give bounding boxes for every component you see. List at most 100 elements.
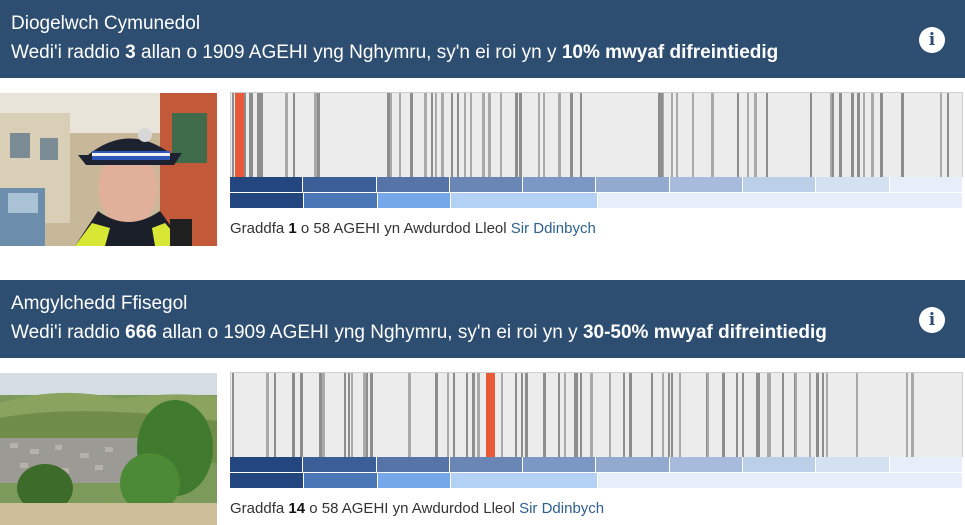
quintile-scale-row xyxy=(230,473,963,488)
lsoa-rank-tick xyxy=(623,373,625,457)
lsoa-rank-tick xyxy=(580,373,582,457)
lsoa-rank-tick xyxy=(947,93,949,177)
lsoa-rank-tick xyxy=(754,93,757,177)
lsoa-rank-tick xyxy=(671,373,673,457)
lsoa-rank-tick xyxy=(488,93,491,177)
decile-swatch xyxy=(669,457,744,472)
selected-lsoa-marker xyxy=(235,93,244,177)
decile-swatch xyxy=(889,457,963,472)
lsoa-rank-tick xyxy=(742,373,744,457)
lsoa-rank-tick xyxy=(543,93,545,177)
lsoa-rank-tick xyxy=(319,373,322,457)
decile-scale-row xyxy=(230,457,963,472)
lsoa-rank-tick xyxy=(782,373,784,457)
lsoa-rank-tick xyxy=(658,93,661,177)
lsoa-rank-tick xyxy=(767,373,770,457)
section-subtitle: Wedi'i raddio 666 allan o 1909 AGEHI yng… xyxy=(11,322,827,343)
lsoa-rank-tick xyxy=(399,93,401,177)
lsoa-rank-tick xyxy=(477,373,480,457)
lsoa-rank-tick xyxy=(543,373,546,457)
lsoa-rank-tick xyxy=(851,93,854,177)
lsoa-rank-tick xyxy=(501,373,503,457)
lsoa-rank-tick xyxy=(249,93,252,177)
lsoa-rank-tick xyxy=(453,373,455,457)
lsoa-rank-tick xyxy=(679,373,681,457)
decile-swatch xyxy=(376,177,450,192)
rank-strip-svg xyxy=(231,373,962,457)
local-authority-link[interactable]: Sir Ddinbych xyxy=(519,500,605,517)
lsoa-rank-tick xyxy=(472,373,475,457)
lsoa-rank-tick xyxy=(707,373,709,457)
lsoa-rank-tick xyxy=(671,93,673,177)
lsoa-rank-tick xyxy=(756,373,759,457)
quintile-swatch xyxy=(230,193,304,208)
lsoa-rank-tick xyxy=(447,373,449,457)
lsoa-rank-tick xyxy=(832,93,834,177)
quintile-swatch xyxy=(303,473,378,488)
lsoa-rank-tick xyxy=(662,373,664,457)
lsoa-rank-tick xyxy=(911,373,914,457)
lsoa-rank-tick xyxy=(257,93,259,177)
info-icon[interactable]: i xyxy=(919,27,945,53)
decile-swatch xyxy=(523,457,597,472)
lsoa-rank-tick xyxy=(906,373,908,457)
rank-value: 666 xyxy=(125,322,157,343)
lsoa-rank-tick xyxy=(466,373,468,457)
lsoa-rank-tick xyxy=(609,373,611,457)
rank-strip-svg xyxy=(231,93,962,177)
lsoa-rank-tick xyxy=(457,93,459,177)
deprivation-band: 30-50% mwyaf difreintiedig xyxy=(582,322,827,343)
lsoa-rank-tick xyxy=(441,93,444,177)
local-rank-caption: Graddfa 1 o 58 AGEHI yn Awdurdod Lleol S… xyxy=(230,220,596,237)
lsoa-rank-tick xyxy=(737,93,739,177)
decile-swatch xyxy=(596,457,670,472)
lsoa-rank-tick xyxy=(365,373,368,457)
lsoa-rank-tick xyxy=(580,93,582,177)
lsoa-rank-tick xyxy=(676,93,678,177)
lsoa-rank-tick xyxy=(747,93,749,177)
lsoa-rank-tick xyxy=(766,93,768,177)
lsoa-rank-tick xyxy=(410,93,413,177)
lsoa-rank-tick xyxy=(856,373,858,457)
lsoa-rank-tick xyxy=(810,93,812,177)
chart-background xyxy=(231,373,962,457)
lsoa-rank-tick xyxy=(795,373,797,457)
decile-swatch xyxy=(303,177,377,192)
lsoa-rank-tick xyxy=(464,93,466,177)
decile-scale-row xyxy=(230,177,963,192)
lsoa-rank-tick xyxy=(259,93,262,177)
quintile-swatch xyxy=(597,193,963,208)
deprivation-scale xyxy=(230,177,963,208)
lsoa-rank-tick xyxy=(451,93,453,177)
lsoa-rank-tick xyxy=(300,373,303,457)
lsoa-rank-tick xyxy=(651,373,653,457)
lsoa-rank-tick xyxy=(515,373,517,457)
info-icon[interactable]: i xyxy=(919,307,945,333)
quintile-swatch xyxy=(451,473,598,488)
lsoa-rank-tick xyxy=(558,373,560,457)
lsoa-rank-tick xyxy=(857,93,860,177)
lsoa-rank-tick xyxy=(500,93,502,177)
decile-swatch xyxy=(889,177,963,192)
lsoa-rank-tick xyxy=(515,93,517,177)
lsoa-rank-tick xyxy=(482,93,485,177)
lsoa-rank-tick xyxy=(629,373,632,457)
local-authority-link[interactable]: Sir Ddinbych xyxy=(510,220,596,237)
lsoa-rank-tick xyxy=(570,93,573,177)
decile-swatch xyxy=(449,177,524,192)
quintile-swatch xyxy=(230,473,304,488)
lsoa-rank-tick xyxy=(521,373,523,457)
quintile-swatch xyxy=(377,193,452,208)
decile-swatch xyxy=(669,177,744,192)
section-subtitle: Wedi'i raddio 3 allan o 1909 AGEHI yng N… xyxy=(11,42,779,63)
decile-swatch xyxy=(449,457,524,472)
lsoa-rank-tick xyxy=(387,93,390,177)
lsoa-rank-tick xyxy=(574,373,577,457)
lsoa-rank-tick xyxy=(940,93,942,177)
selected-lsoa-marker xyxy=(486,373,495,457)
lsoa-rank-tick xyxy=(314,93,317,177)
decile-swatch xyxy=(230,457,304,472)
rank-value: 3 xyxy=(125,42,136,63)
lsoa-rank-tick xyxy=(816,373,819,457)
quintile-swatch xyxy=(597,473,963,488)
